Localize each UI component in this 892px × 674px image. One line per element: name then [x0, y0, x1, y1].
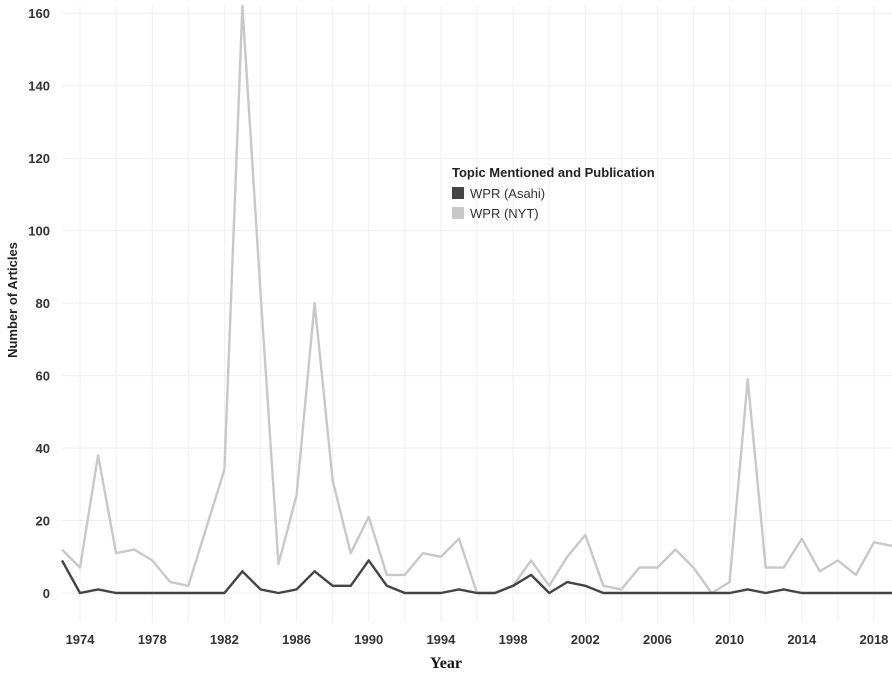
- legend-title: Topic Mentioned and Publication: [452, 165, 655, 180]
- x-tick-label: 1986: [282, 632, 311, 647]
- y-axis-ticks: 0 20 40 60 80 100 120 140 160: [28, 6, 50, 601]
- y-tick-label: 20: [36, 514, 50, 529]
- x-tick-label: 1990: [354, 632, 383, 647]
- legend-swatch: [452, 187, 464, 199]
- y-axis-title: Number of Articles: [5, 242, 20, 358]
- x-tick-label: 1994: [426, 632, 456, 647]
- y-tick-label: 120: [28, 151, 50, 166]
- y-tick-label: 0: [43, 586, 50, 601]
- x-tick-label: 2010: [715, 632, 744, 647]
- x-tick-label: 1974: [66, 632, 96, 647]
- x-tick-label: 2006: [643, 632, 672, 647]
- y-tick-label: 100: [28, 224, 50, 239]
- x-tick-label: 1998: [499, 632, 528, 647]
- series-line-0: [60, 559, 892, 595]
- x-axis-title: Year: [430, 655, 462, 672]
- legend: Topic Mentioned and Publication WPR (Asa…: [452, 165, 655, 221]
- y-tick-label: 40: [36, 441, 50, 456]
- x-tick-label: 2002: [571, 632, 600, 647]
- x-tick-label: 1978: [138, 632, 167, 647]
- y-tick-label: 60: [36, 369, 50, 384]
- x-axis-ticks: 1974 1978 1982 1986 1990 1994 1998 2002 2006 2010…: [66, 632, 889, 647]
- legend-item-label: WPR (NYT): [470, 206, 539, 221]
- x-tick-label: 2014: [787, 632, 817, 647]
- y-tick-label: 80: [36, 296, 50, 311]
- legend-swatch: [452, 207, 464, 219]
- legend-item-label: WPR (Asahi): [470, 186, 545, 201]
- x-tick-label: 2018: [859, 632, 888, 647]
- series-lines: [60, 4, 892, 595]
- x-tick-label: 1982: [210, 632, 239, 647]
- grid: [62, 6, 892, 622]
- y-tick-label: 160: [28, 6, 50, 21]
- y-tick-label: 140: [28, 79, 50, 94]
